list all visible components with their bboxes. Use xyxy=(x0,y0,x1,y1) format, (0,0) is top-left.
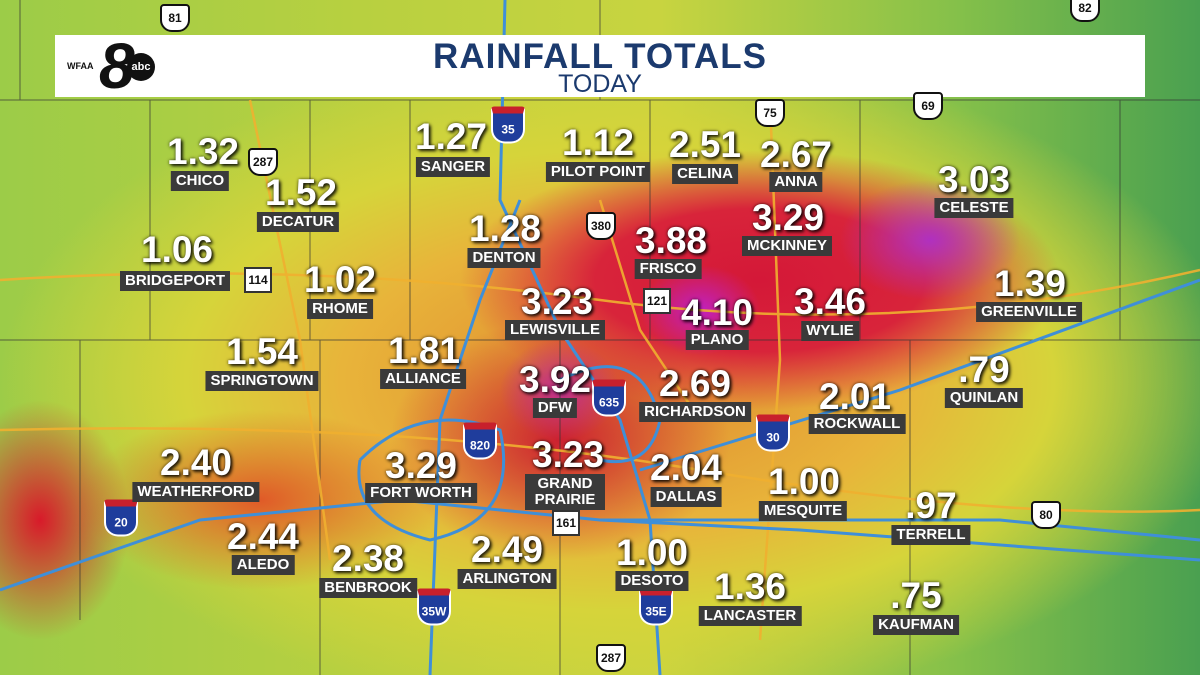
highway-shield: 35 xyxy=(491,106,525,144)
highway-shield: 380 xyxy=(586,212,616,240)
rain-total: 3.46 xyxy=(793,281,867,322)
rain-total: 1.54 xyxy=(225,331,299,372)
highway-shield: 82 xyxy=(1070,0,1100,22)
place-label: PILOT POINT xyxy=(545,162,651,182)
place-label: DECATUR xyxy=(256,212,340,232)
logo-station: WFAA xyxy=(67,61,94,71)
highway-shield: 69 xyxy=(913,92,943,120)
rain-total: 2.40 xyxy=(159,442,233,483)
rain-total: 4.10 xyxy=(680,292,754,333)
title: RAINFALL TOTALS xyxy=(433,37,767,76)
highway-shield: 114 xyxy=(244,267,272,293)
place-label: MESQUITE xyxy=(758,501,848,521)
highway-shield: 35W xyxy=(417,588,451,626)
highway-shield: 635 xyxy=(592,379,626,417)
highway-shield: 287 xyxy=(596,644,626,672)
place-label: BENBROOK xyxy=(319,578,417,598)
highway-shield: 80 xyxy=(1031,501,1061,529)
place-label: FORT WORTH xyxy=(365,483,477,503)
rain-total: 1.28 xyxy=(468,208,542,249)
rain-total: 1.39 xyxy=(993,263,1067,304)
highway-shield: 75 xyxy=(755,99,785,127)
place-label: CHICO xyxy=(170,171,230,191)
highway-shield: 287 xyxy=(248,148,278,176)
rain-total: 1.32 xyxy=(166,131,240,172)
rain-total: 2.44 xyxy=(226,516,300,557)
place-label: WYLIE xyxy=(801,321,859,341)
place-label: CELINA xyxy=(672,164,738,184)
rain-total: 2.04 xyxy=(649,447,723,488)
rain-total: 1.52 xyxy=(264,172,338,213)
place-label: DALLAS xyxy=(650,487,722,507)
rain-total: 3.03 xyxy=(937,159,1011,200)
rain-total: 2.69 xyxy=(658,363,732,404)
rain-total: 1.06 xyxy=(140,229,214,270)
place-label: KAUFMAN xyxy=(873,615,959,635)
highway-shield: 161 xyxy=(552,510,580,536)
rain-total: 3.29 xyxy=(384,445,458,486)
place-label: ALEDO xyxy=(231,555,295,575)
rain-total: 1.27 xyxy=(414,116,488,157)
rain-total: 3.29 xyxy=(751,197,825,238)
highway-shield: 20 xyxy=(104,499,138,537)
rain-total: 3.23 xyxy=(520,281,594,322)
place-label: LANCASTER xyxy=(698,606,802,626)
place-label: DENTON xyxy=(467,248,541,268)
rain-total: .75 xyxy=(890,575,942,616)
place-label: QUINLAN xyxy=(944,388,1024,408)
place-label: GRAND PRAIRIE xyxy=(525,474,605,510)
highway-shield: 81 xyxy=(160,4,190,32)
rain-total: 1.36 xyxy=(713,566,787,607)
subtitle: TODAY xyxy=(558,70,642,98)
place-label: SPRINGTOWN xyxy=(205,371,319,391)
place-label: DESOTO xyxy=(615,571,689,591)
place-label: MCKINNEY xyxy=(741,236,833,256)
rain-total: 1.81 xyxy=(387,330,461,371)
rain-total: 1.00 xyxy=(615,532,689,573)
rain-total: .79 xyxy=(958,349,1010,390)
rain-total: 2.01 xyxy=(818,376,892,417)
place-label: ALLIANCE xyxy=(380,369,466,389)
logo-network: abc xyxy=(127,53,155,81)
place-label: RHOME xyxy=(307,299,373,319)
place-label: FRISCO xyxy=(634,259,702,279)
place-label: TERRELL xyxy=(891,525,971,545)
place-label: PLANO xyxy=(685,330,749,350)
header-bar: WFAA 8 abc RAINFALL TOTALS TODAY xyxy=(55,30,1145,102)
highway-shield: 820 xyxy=(463,422,497,460)
rain-total: 1.00 xyxy=(767,461,841,502)
rain-total: 1.12 xyxy=(561,122,635,163)
rain-total: 3.92 xyxy=(518,359,592,400)
rain-total: .97 xyxy=(905,485,957,526)
place-label: ANNA xyxy=(769,172,823,192)
rain-total: 2.49 xyxy=(470,529,544,570)
rain-total: 2.38 xyxy=(331,538,405,579)
rain-total: 2.67 xyxy=(759,134,833,175)
highway-shield: 35E xyxy=(639,588,673,626)
rain-total: 1.02 xyxy=(303,259,377,300)
place-label: CELESTE xyxy=(934,198,1014,218)
place-label: ROCKWALL xyxy=(808,414,906,434)
place-label: GREENVILLE xyxy=(976,302,1082,322)
highway-shield: 30 xyxy=(756,414,790,452)
place-label: DFW xyxy=(532,398,578,418)
place-label: WEATHERFORD xyxy=(132,482,260,502)
place-label: LEWISVILLE xyxy=(505,320,605,340)
place-label: BRIDGEPORT xyxy=(119,271,231,291)
place-label: SANGER xyxy=(415,157,491,177)
place-label: ARLINGTON xyxy=(457,569,557,589)
rain-total: 2.51 xyxy=(668,124,742,165)
place-label: RICHARDSON xyxy=(639,402,751,422)
rain-total: 3.23 xyxy=(531,434,605,475)
rain-total: 3.88 xyxy=(634,220,708,261)
highway-shield: 121 xyxy=(643,288,671,314)
